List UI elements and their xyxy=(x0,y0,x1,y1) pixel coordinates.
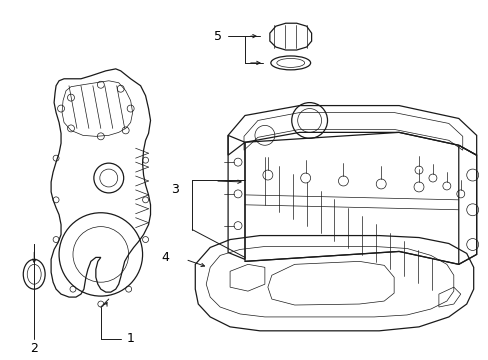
Text: 3: 3 xyxy=(171,184,179,197)
Text: 1: 1 xyxy=(126,332,134,345)
Text: 4: 4 xyxy=(161,251,169,264)
Text: 2: 2 xyxy=(30,342,38,355)
Text: 5: 5 xyxy=(214,30,222,42)
